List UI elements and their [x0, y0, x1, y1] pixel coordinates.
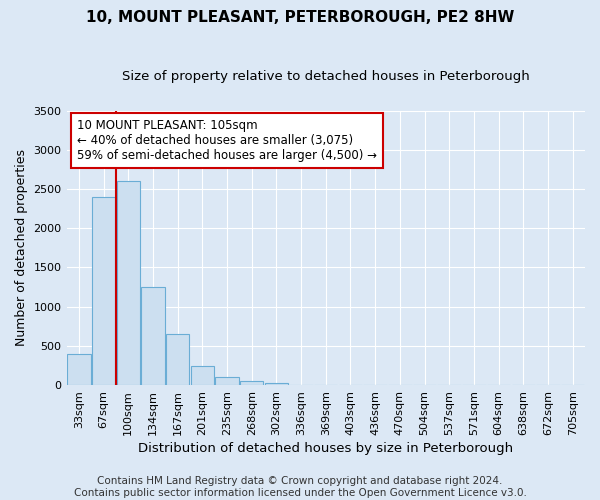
X-axis label: Distribution of detached houses by size in Peterborough: Distribution of detached houses by size … [138, 442, 514, 455]
Y-axis label: Number of detached properties: Number of detached properties [15, 150, 28, 346]
Bar [215, 378, 239, 385]
Bar [166, 334, 190, 385]
Bar [265, 383, 288, 385]
Bar [240, 382, 263, 385]
Bar [92, 197, 115, 385]
Bar [67, 354, 91, 385]
Text: 10, MOUNT PLEASANT, PETERBOROUGH, PE2 8HW: 10, MOUNT PLEASANT, PETERBOROUGH, PE2 8H… [86, 10, 514, 25]
Text: 10 MOUNT PLEASANT: 105sqm
← 40% of detached houses are smaller (3,075)
59% of se: 10 MOUNT PLEASANT: 105sqm ← 40% of detac… [77, 119, 377, 162]
Bar [191, 366, 214, 385]
Bar [141, 287, 164, 385]
Text: Contains HM Land Registry data © Crown copyright and database right 2024.
Contai: Contains HM Land Registry data © Crown c… [74, 476, 526, 498]
Title: Size of property relative to detached houses in Peterborough: Size of property relative to detached ho… [122, 70, 530, 83]
Bar [116, 181, 140, 385]
